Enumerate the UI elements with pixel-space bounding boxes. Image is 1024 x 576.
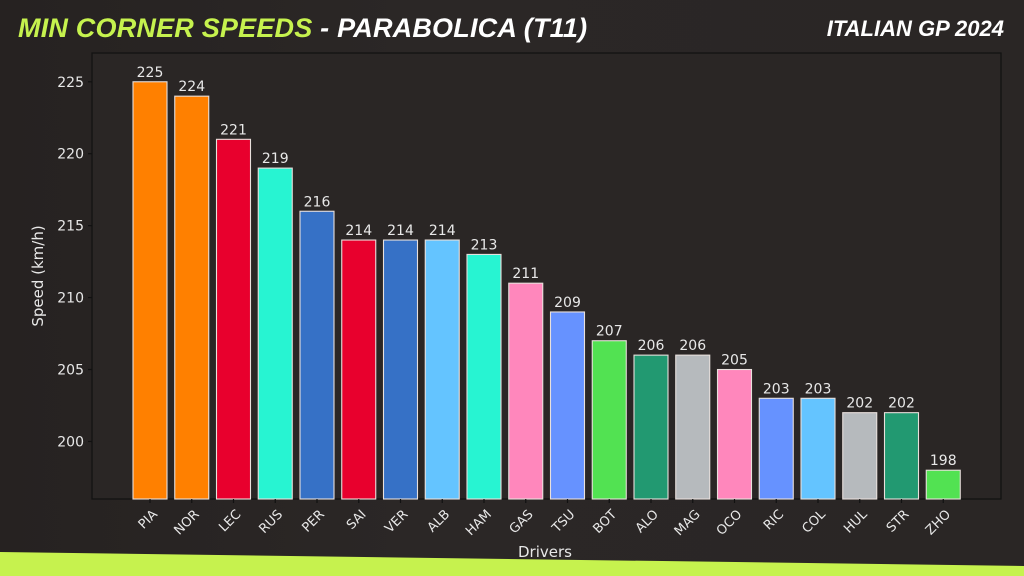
x-tick-label: LEC (216, 507, 244, 535)
data-label: 205 (721, 353, 748, 369)
x-tick-label: SAI (344, 507, 370, 533)
data-label: 221 (220, 122, 247, 138)
x-tick-label: STR (884, 507, 912, 535)
bar-gas (508, 282, 544, 500)
chart-subtitle: ITALIAN GP 2024 (826, 16, 1004, 41)
bar-ham (466, 253, 502, 500)
data-label: 203 (763, 381, 790, 397)
bar-mag (675, 354, 711, 500)
bar-col (800, 397, 836, 500)
data-label: 211 (512, 266, 539, 282)
y-axis: 200 205 210 215 220 225 (57, 75, 92, 450)
x-axis-label: Drivers (518, 543, 572, 561)
data-label: 216 (304, 194, 331, 210)
bar-lec (215, 138, 252, 500)
y-tick-label: 200 (57, 434, 84, 450)
x-tick-label: MAG (672, 507, 704, 539)
y-tick-label: 225 (57, 75, 84, 91)
x-tick-label: NOR (171, 507, 202, 538)
data-label: 213 (471, 237, 498, 253)
bar-tsu (549, 311, 586, 500)
data-label: 198 (930, 453, 957, 469)
x-tick-label: HUL (841, 507, 871, 537)
bar-alo (633, 354, 669, 500)
x-tick-label: BOT (590, 507, 620, 537)
title-accent: MIN CORNER SPEEDS (18, 13, 313, 43)
y-tick-label: 220 (57, 147, 84, 163)
x-tick-label: ZHO (923, 507, 954, 538)
bars: 225 224 221 219 216 214 214 214 213 211 209 207 206 2… (132, 65, 961, 500)
data-label: 207 (596, 324, 623, 340)
title-separator: - (312, 13, 338, 43)
data-label: 209 (554, 295, 581, 311)
bar-alb (424, 239, 460, 500)
bar-ver (382, 239, 419, 500)
bar-bot (591, 340, 627, 500)
bar-hul (842, 412, 878, 500)
data-label: 203 (805, 381, 832, 397)
bar-sai (341, 239, 377, 500)
x-tick-label: RUS (257, 507, 287, 537)
x-tick-label: ALO (633, 507, 662, 536)
x-tick-label: HAM (463, 507, 495, 539)
bar-rus (257, 167, 293, 500)
data-label: 224 (178, 79, 205, 95)
bar-pia (132, 81, 168, 500)
chart-title: MIN CORNER SPEEDS - PARABOLICA (T11) (18, 13, 587, 44)
y-tick-label: 210 (57, 291, 84, 307)
y-tick-label: 205 (57, 363, 84, 379)
bar-nor (174, 95, 210, 500)
data-label: 202 (846, 396, 873, 412)
x-tick-label: RIC (761, 507, 787, 533)
bar-ric (758, 397, 794, 500)
bar-oco (716, 368, 753, 500)
title-rest: PARABOLICA (T11) (337, 13, 588, 43)
data-label: 214 (429, 223, 456, 239)
data-label: 214 (345, 223, 372, 239)
x-tick-label: PER (299, 507, 327, 535)
x-axis: PIA NOR LEC RUS PER SAI VER ALB HAM GAS TSU BOT ALO M… (136, 499, 954, 539)
data-label: 206 (679, 338, 706, 354)
x-tick-label: ALB (425, 507, 453, 535)
x-tick-label: GAS (507, 507, 537, 537)
x-tick-label: COL (799, 507, 829, 537)
x-tick-label: TSU (549, 507, 578, 536)
data-label: 202 (888, 396, 915, 412)
bar-per (299, 210, 335, 500)
bar-zho (925, 469, 961, 500)
data-label: 206 (638, 338, 665, 354)
data-label: 219 (262, 151, 289, 167)
data-label: 214 (387, 223, 414, 239)
y-axis-label: Speed (km/h) (29, 225, 47, 326)
y-tick-label: 215 (57, 219, 84, 235)
data-label: 225 (137, 65, 164, 81)
x-tick-label: OCO (714, 507, 745, 538)
x-tick-label: PIA (136, 507, 161, 532)
x-tick-label: VER (382, 507, 411, 536)
bar-str (883, 412, 920, 500)
